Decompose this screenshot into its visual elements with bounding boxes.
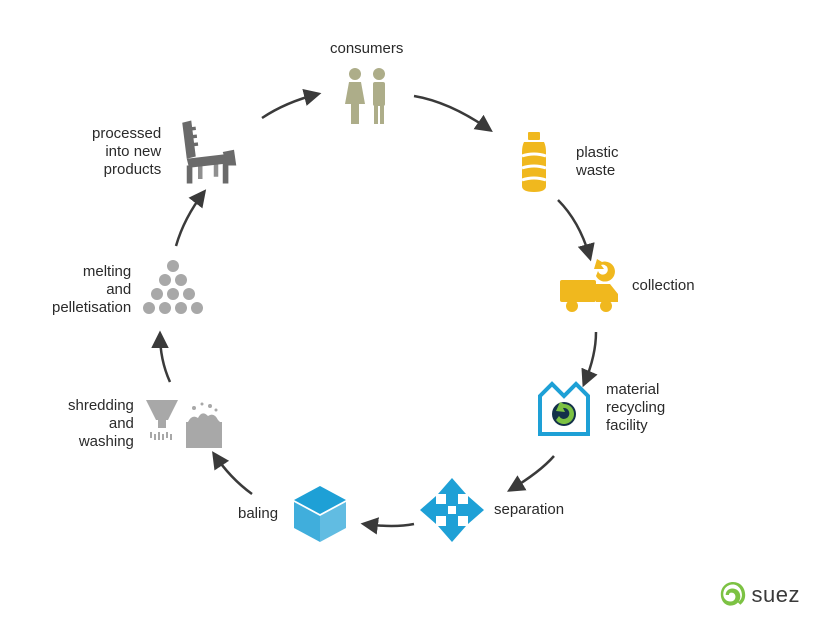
brand-wordmark: suez [752,582,800,608]
cycle-arrows [0,0,818,620]
recycling-cycle-diagram: consumers plastic waste [0,0,818,620]
logo-mark-icon [720,582,746,608]
brand-logo: suez [720,582,800,608]
